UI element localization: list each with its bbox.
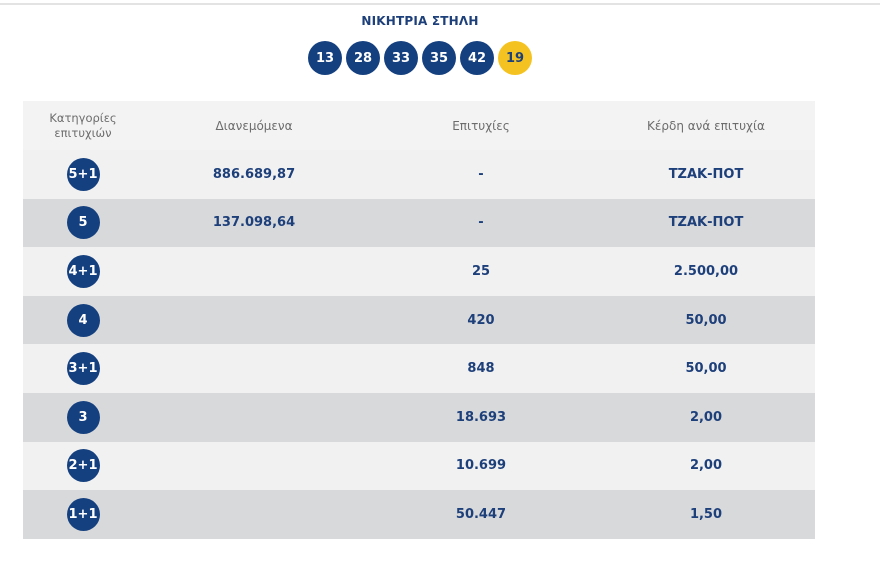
winners-cell: -	[478, 215, 484, 231]
table-row: 1+1 50.447 1,50	[23, 490, 815, 539]
table-row: 2+1 10.699 2,00	[23, 441, 815, 491]
winners-cell: 10.699	[455, 458, 507, 474]
category-badge: 1+1	[66, 497, 100, 531]
col-header-winners: Επιτυχίες	[452, 118, 510, 133]
winners-cell: -	[478, 166, 484, 182]
col-header-distributed: Διανεμόμενα	[215, 118, 293, 133]
number-ball: 35	[422, 41, 456, 75]
number-ball: 28	[346, 41, 380, 75]
number-ball: 13	[308, 41, 342, 75]
prize-cell: ΤΖΑΚ-ΠΟΤ	[668, 166, 744, 182]
prize-cell: 1,50	[689, 506, 723, 522]
number-ball: 33	[384, 41, 418, 75]
distributed-cell: 137.098,64	[212, 215, 296, 231]
table-header: Κατηγορίες επιτυχιών Διανεμόμενα Επιτυχί…	[23, 101, 815, 150]
category-badge: 5	[66, 206, 100, 240]
category-badge: 2+1	[66, 449, 100, 483]
winners-cell: 25	[471, 263, 491, 279]
category-badge: 3	[66, 400, 100, 434]
winners-cell: 50.447	[455, 506, 507, 522]
winners-cell: 848	[467, 361, 495, 377]
distributed-cell: 886.689,87	[212, 166, 296, 182]
table-row: 3 18.693 2,00	[23, 392, 815, 442]
top-divider	[0, 3, 880, 5]
table-row: 4 420 50,00	[23, 295, 815, 345]
table-row: 4+1 25 2.500,00	[23, 247, 815, 296]
prize-cell: ΤΖΑΚ-ΠΟΤ	[668, 215, 744, 231]
table-row: 3+1 848 50,00	[23, 344, 815, 393]
table-row: 5 137.098,64 - ΤΖΑΚ-ΠΟΤ	[23, 198, 815, 248]
prize-cell: 2.500,00	[673, 263, 739, 279]
category-badge: 3+1	[66, 352, 100, 386]
number-ball: 42	[460, 41, 494, 75]
prize-cell: 2,00	[689, 458, 723, 474]
table-row: 5+1 886.689,87 - ΤΖΑΚ-ΠΟΤ	[23, 150, 815, 199]
joker-ball: 19	[498, 41, 532, 75]
prize-cell: 50,00	[685, 312, 727, 328]
prize-cell: 50,00	[685, 361, 727, 377]
category-badge: 4	[66, 303, 100, 337]
winners-cell: 18.693	[455, 409, 507, 425]
winning-column-title: ΝΙΚΗΤΡΙΑ ΣΤΗΛΗ	[361, 14, 479, 28]
col-header-categories: Κατηγορίες επιτυχιών	[49, 110, 117, 140]
col-header-prize: Κέρδη ανά επιτυχία	[647, 118, 765, 133]
winning-numbers: 13 28 33 35 42 19	[308, 41, 532, 75]
prize-cell: 2,00	[689, 409, 723, 425]
category-badge: 5+1	[66, 157, 100, 191]
category-badge: 4+1	[66, 254, 100, 288]
winners-cell: 420	[467, 312, 495, 328]
prize-table: Κατηγορίες επιτυχιών Διανεμόμενα Επιτυχί…	[23, 101, 815, 539]
